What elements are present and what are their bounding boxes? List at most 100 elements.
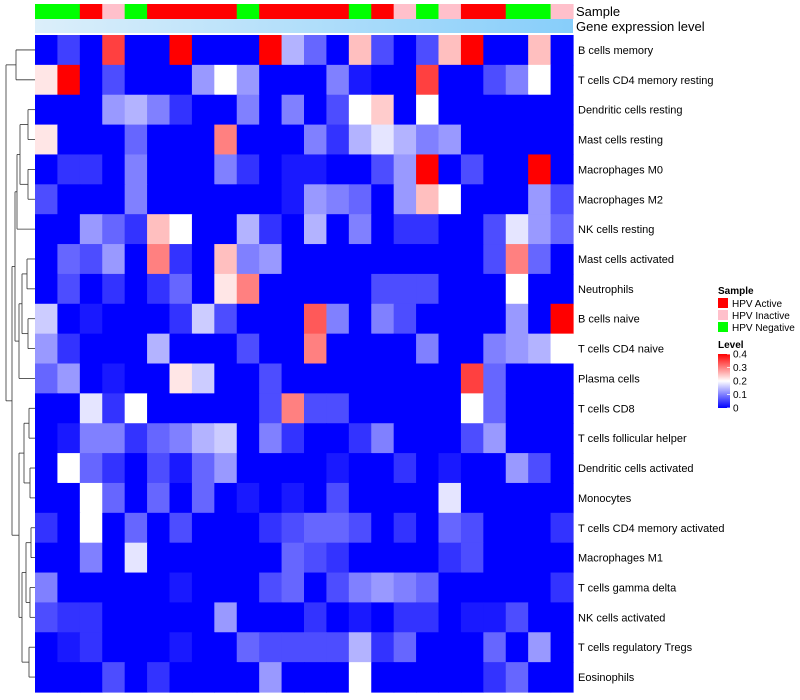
heatmap-cell xyxy=(147,512,171,544)
heatmap-cell xyxy=(169,333,193,365)
heatmap-cell xyxy=(79,303,103,335)
sample-annotation-cell xyxy=(460,4,484,19)
heatmap-cell xyxy=(460,35,484,66)
heatmap-cell xyxy=(371,64,395,96)
heatmap-cell xyxy=(460,124,484,156)
heatmap-cell xyxy=(35,124,59,156)
sample-annotation-cell xyxy=(281,4,305,19)
heatmap-cell xyxy=(550,214,574,245)
sample-annotation-cell xyxy=(326,4,350,19)
heatmap-cell xyxy=(102,542,126,574)
heatmap-cell xyxy=(191,35,215,66)
level-legend-title: Level xyxy=(718,340,744,351)
row-label: B cells memory xyxy=(578,45,654,57)
heatmap-cell xyxy=(259,632,283,663)
row-label: Mast cells resting xyxy=(578,135,663,147)
heatmap-cell xyxy=(348,632,372,663)
heatmap-cell xyxy=(550,632,574,663)
heatmap-cell xyxy=(124,662,148,693)
heatmap-cell xyxy=(460,542,484,574)
heatmap-cell xyxy=(259,512,283,544)
heatmap-cell xyxy=(35,303,59,335)
heatmap-cell xyxy=(169,64,193,96)
heatmap-cell xyxy=(281,124,305,156)
heatmap-cell xyxy=(236,124,260,156)
sample-annotation-cell xyxy=(550,4,574,19)
heatmap-cell xyxy=(348,602,372,633)
heatmap-cell xyxy=(348,244,372,275)
heatmap-cell xyxy=(416,184,440,215)
heatmap-cell xyxy=(259,572,283,604)
heatmap-cell xyxy=(438,154,462,185)
heatmap-cell xyxy=(483,333,507,365)
heatmap-cell xyxy=(483,214,507,245)
heatmap-cell xyxy=(35,184,59,215)
heatmap-cell xyxy=(124,64,148,96)
heatmap-cell xyxy=(304,542,328,574)
heatmap-cell xyxy=(214,303,238,335)
heatmap-cell xyxy=(326,572,350,604)
heatmap-cell xyxy=(416,244,440,275)
heatmap-cell xyxy=(259,184,283,215)
heatmap-cell xyxy=(57,363,81,394)
heatmap-cell xyxy=(102,303,126,335)
heatmap-cell xyxy=(393,453,417,484)
heatmap-cell xyxy=(57,184,81,215)
heatmap-cell xyxy=(393,572,417,604)
heatmap-cell xyxy=(550,542,574,574)
heatmap-cell xyxy=(124,482,148,514)
heatmap-cell xyxy=(57,244,81,275)
heatmap-cell xyxy=(483,35,507,66)
sample-legend-title: Sample xyxy=(718,286,754,297)
sample-annotation-cell xyxy=(371,4,395,19)
heatmap-cell xyxy=(528,363,552,394)
heatmap-cell xyxy=(505,184,529,215)
heatmap-cell xyxy=(169,214,193,245)
heatmap-cell xyxy=(191,423,215,454)
heatmap-cell xyxy=(348,512,372,544)
heatmap-cell xyxy=(124,124,148,156)
heatmap-cell xyxy=(79,154,103,185)
heatmap-cell xyxy=(124,632,148,663)
heatmap-cell xyxy=(371,273,395,305)
heatmap-cell xyxy=(281,363,305,394)
heatmap-cell xyxy=(191,214,215,245)
heatmap-cell xyxy=(281,64,305,96)
heatmap-cell xyxy=(550,303,574,335)
expression-annotation-bar xyxy=(35,19,573,33)
heatmap-cell xyxy=(169,124,193,156)
heatmap-cell xyxy=(528,64,552,96)
heatmap-cell xyxy=(460,512,484,544)
heatmap-cell xyxy=(438,214,462,245)
level-legend-tick-label: 0.3 xyxy=(733,363,747,374)
heatmap-cell xyxy=(505,244,529,275)
heatmap-cell xyxy=(550,124,574,156)
heatmap-cell xyxy=(416,482,440,514)
heatmap-cell xyxy=(124,542,148,574)
heatmap-cell xyxy=(371,184,395,215)
heatmap-cell xyxy=(191,333,215,365)
heatmap-cell xyxy=(304,64,328,96)
heatmap-cells xyxy=(35,35,574,693)
heatmap-cell xyxy=(438,363,462,394)
row-label: Mast cells activated xyxy=(578,254,674,266)
heatmap-cell xyxy=(259,273,283,305)
heatmap-cell xyxy=(102,184,126,215)
heatmap-cell xyxy=(550,482,574,514)
heatmap-cell xyxy=(57,214,81,245)
heatmap-cell xyxy=(102,363,126,394)
heatmap-cell xyxy=(326,154,350,185)
heatmap-cell xyxy=(191,363,215,394)
row-label: T cells CD8 xyxy=(578,403,635,415)
heatmap-cell xyxy=(102,632,126,663)
heatmap-cell xyxy=(528,482,552,514)
heatmap-cell xyxy=(259,602,283,633)
heatmap-cell xyxy=(281,662,305,693)
heatmap-cell xyxy=(281,244,305,275)
heatmap-cell xyxy=(102,64,126,96)
heatmap-cell xyxy=(438,35,462,66)
heatmap-cell xyxy=(348,124,372,156)
sample-legend-swatch xyxy=(718,322,728,332)
heatmap-cell xyxy=(438,482,462,514)
